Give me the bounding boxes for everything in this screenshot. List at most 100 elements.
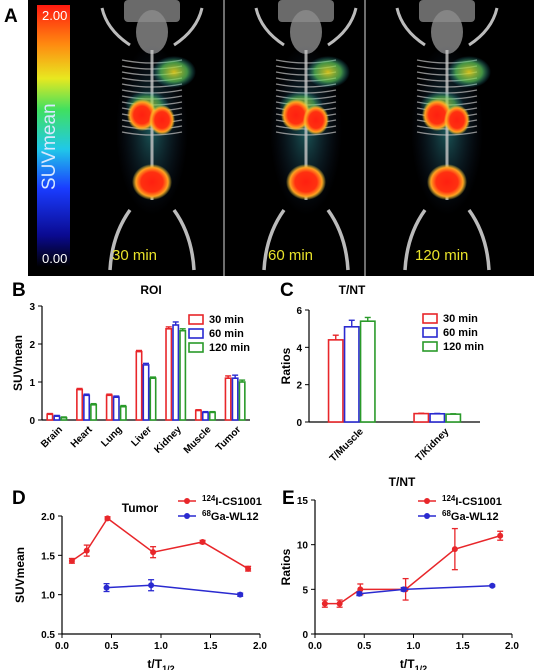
right-arm [327,7,358,47]
bar [208,411,216,421]
x-tick-label: T/Muscle [328,426,366,464]
x-tick-label: 1.0 [407,641,421,652]
x-tick-label: Heart [69,424,95,450]
y-tick-label: 3 [29,302,35,313]
x-tick-label: 2.0 [253,641,267,652]
bar [201,411,209,421]
legend-marker [184,498,190,504]
panel-e-ratios-chart: 0 5 10 15 0.0 0.5 1.0 1.5 2.0 Ratios t/T1/2 124I-CS… [279,494,519,670]
y-tick-label: 2 [296,381,302,392]
mouse-scan-3: 120 min [364,0,499,276]
bar [343,325,360,423]
bar [119,405,127,421]
series-line [324,535,501,605]
legend-swatch [188,314,204,325]
y-tick-label: 1 [29,378,35,389]
y-axis-label: SUVmean [13,547,27,603]
data-point [336,600,343,607]
x-axis-label: t/T1/2 [400,657,427,670]
right-leg [326,208,350,271]
legend-swatch [422,341,438,352]
data-point [245,565,252,572]
right-leg [172,208,196,271]
x-tick-label: 1.0 [154,641,168,652]
legend-swatch [422,313,438,324]
y-tick-label: 15 [297,496,309,507]
x-tick-label: 0.0 [55,641,69,652]
skull [431,10,463,54]
tumor-signal [306,56,350,88]
right-leg [467,208,491,271]
right-arm [173,7,204,47]
chart-title: T/NT [339,283,366,297]
bar [149,377,157,421]
timepoint-label: 60 min [268,247,313,264]
data-point [148,582,155,589]
data-point [400,586,407,593]
x-axis-label: T/NT [389,475,416,489]
colorbar-max: 2.00 [42,8,67,23]
kidney-signal-right [303,105,329,135]
tumor-signal [152,56,196,88]
bladder-signal [132,164,172,200]
data-point [237,591,244,598]
panel-a-label: A [4,6,18,27]
panel-b-roi-chart: ROI 0 1 2 3 SUVmean Brain Heart Lung LiverKidneyM… [11,283,250,456]
bar [179,329,187,421]
panel-b-label: B [12,280,26,301]
data-point [451,546,458,553]
bar [105,394,113,421]
x-tick-label: Lung [99,424,124,449]
data-point [83,547,90,554]
right-arm [468,7,499,47]
y-tick-label: 2.0 [41,512,55,523]
left-arm [254,7,285,47]
legend-label: 30 min [443,313,478,325]
legend-label: 60 min [443,327,478,339]
mouse-scan-2: 60 min [223,0,358,276]
data-point [103,584,110,591]
data-point [199,538,206,545]
panel-d-label: D [12,488,26,509]
x-tick-label: Brain [39,424,65,450]
chart-title: Tumor [122,501,159,515]
x-tick-label: Liver [129,424,154,449]
legend-label: 60 min [209,328,244,340]
skull [136,10,168,54]
skull [290,10,322,54]
x-tick-label: 2.0 [505,641,519,652]
x-tick-label: 0.5 [105,641,119,652]
left-arm [395,7,426,47]
y-tick-label: 1.5 [41,551,55,562]
legend-label: 124I-CS1001 [442,494,502,508]
bladder-signal [286,164,326,200]
data-point [489,582,496,589]
legend-swatch [188,342,204,353]
legend-label: 68Ga-WL12 [202,509,259,523]
legend-label: 120 min [443,341,484,353]
legend-label: 120 min [209,342,250,354]
data-point [497,532,504,539]
x-tick-label: Tumor [214,424,243,453]
legend-swatch [188,328,204,339]
bar [413,412,430,423]
mouse-scan-1: 30 min [100,0,204,271]
x-tick-label: Muscle [182,424,214,456]
bar [238,381,246,421]
bar [112,396,120,421]
bladder-signal [427,164,467,200]
left-leg [108,208,132,271]
colorbar-min: 0.00 [42,251,67,266]
x-tick-label: 0.0 [308,641,322,652]
bar [231,377,239,421]
data-point [356,590,363,597]
y-axis-label: Ratios [279,347,293,384]
mouse-scans: 30 min 60 min 120 min [100,0,499,276]
data-point [104,515,111,522]
left-leg [262,208,286,271]
panel-c-label: C [280,280,294,301]
bar [53,415,61,421]
bar [83,394,91,421]
